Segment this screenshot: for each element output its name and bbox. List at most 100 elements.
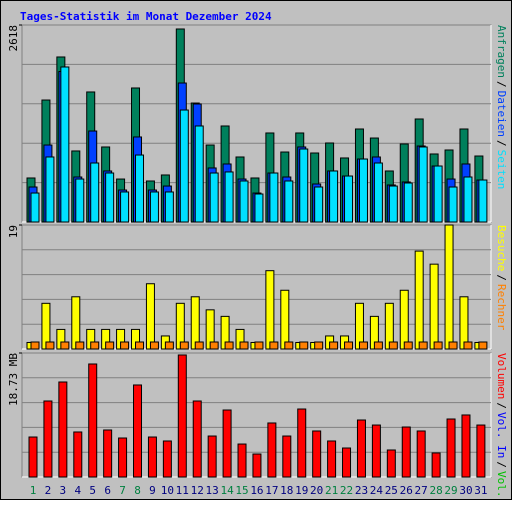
bar — [254, 193, 264, 223]
bar — [164, 341, 174, 350]
bar — [164, 191, 174, 223]
bar — [342, 447, 352, 478]
legend: Anfragen / Dateien / Seiten — [495, 25, 508, 189]
legend-separator: / — [495, 81, 508, 88]
bar — [30, 192, 40, 223]
bar — [459, 296, 469, 350]
legend-entry: Anfragen — [495, 25, 508, 78]
bar — [358, 158, 368, 223]
bar — [284, 341, 294, 350]
bar — [118, 437, 128, 478]
bar — [145, 283, 155, 350]
bar — [433, 341, 443, 350]
legend-entry: Vol. In — [495, 412, 508, 458]
bar — [222, 409, 232, 478]
x-tick-label: 24 — [370, 484, 384, 497]
bar — [43, 400, 53, 478]
bar — [448, 341, 458, 350]
bar — [149, 191, 159, 223]
legend-entry: Vol. Out — [495, 471, 508, 500]
bar — [120, 341, 130, 350]
bar — [149, 341, 159, 350]
bar — [373, 341, 383, 350]
x-tick-label: 25 — [385, 484, 398, 497]
bar — [344, 341, 354, 350]
bar — [269, 341, 279, 350]
x-tick-label: 27 — [415, 484, 428, 497]
bar — [314, 341, 324, 350]
bar — [399, 289, 409, 350]
bar — [75, 341, 85, 350]
bar — [344, 175, 354, 223]
x-tick-label: 23 — [355, 484, 368, 497]
bar — [431, 452, 441, 478]
bar — [88, 363, 98, 478]
bar — [312, 430, 322, 478]
bar — [60, 341, 70, 350]
bar — [403, 182, 413, 223]
bar — [327, 440, 337, 478]
bar — [356, 419, 366, 478]
x-tick-label: 15 — [235, 484, 248, 497]
legend-separator: / — [495, 140, 508, 147]
bar — [416, 430, 426, 478]
x-tick-label: 3 — [60, 484, 67, 497]
bar — [444, 224, 454, 350]
x-tick-label: 14 — [220, 484, 234, 497]
bar — [269, 172, 279, 223]
bar — [239, 341, 249, 350]
bar — [461, 414, 471, 478]
bar — [463, 176, 473, 223]
bar — [265, 270, 275, 350]
legend-entry: Dateien — [495, 91, 508, 137]
bar — [448, 186, 458, 223]
bar — [284, 180, 294, 223]
y-tick-label: 19 — [7, 225, 20, 238]
bar — [120, 191, 130, 223]
bar — [371, 424, 381, 478]
x-tick-label: 9 — [149, 484, 156, 497]
legend-separator: / — [495, 461, 508, 468]
x-tick-label: 8 — [134, 484, 141, 497]
bar — [194, 125, 204, 223]
bar — [478, 179, 488, 223]
bar — [297, 408, 307, 478]
x-tick-label: 7 — [119, 484, 126, 497]
bar — [418, 341, 428, 350]
legend-entry: Seiten — [495, 150, 508, 190]
bar — [463, 341, 473, 350]
bar — [209, 172, 219, 223]
bar — [190, 296, 200, 350]
bar — [280, 289, 290, 350]
y-tick-label: 18.73 MB — [7, 353, 20, 406]
legend-separator: / — [495, 274, 508, 281]
bar — [177, 354, 187, 478]
bar — [90, 162, 100, 223]
x-tick-label: 4 — [74, 484, 81, 497]
x-tick-label: 2 — [45, 484, 52, 497]
bar — [403, 341, 413, 350]
legend: Besuche / Rechner — [495, 225, 508, 331]
bar — [386, 449, 396, 478]
x-tick-label: 30 — [459, 484, 472, 497]
bar — [388, 341, 398, 350]
bar — [237, 443, 247, 478]
bar — [224, 341, 234, 350]
x-tick-label: 19 — [295, 484, 308, 497]
bar — [58, 381, 68, 478]
bar — [147, 436, 157, 478]
x-tick-label: 16 — [250, 484, 263, 497]
x-tick-label: 21 — [325, 484, 338, 497]
bar — [60, 66, 70, 223]
bar — [194, 341, 204, 350]
bar — [105, 341, 115, 350]
legend-separator: / — [495, 402, 508, 409]
bar — [179, 109, 189, 223]
x-tick-label: 26 — [400, 484, 413, 497]
legend: Volumen / Vol. In / Vol. Out — [495, 353, 508, 500]
legend-entry: Volumen — [495, 353, 508, 399]
chart-title: Tages-Statistik im Monat Dezember 2024 — [20, 10, 272, 23]
bar — [299, 148, 309, 223]
bar — [252, 453, 262, 478]
x-tick-label: 28 — [429, 484, 442, 497]
